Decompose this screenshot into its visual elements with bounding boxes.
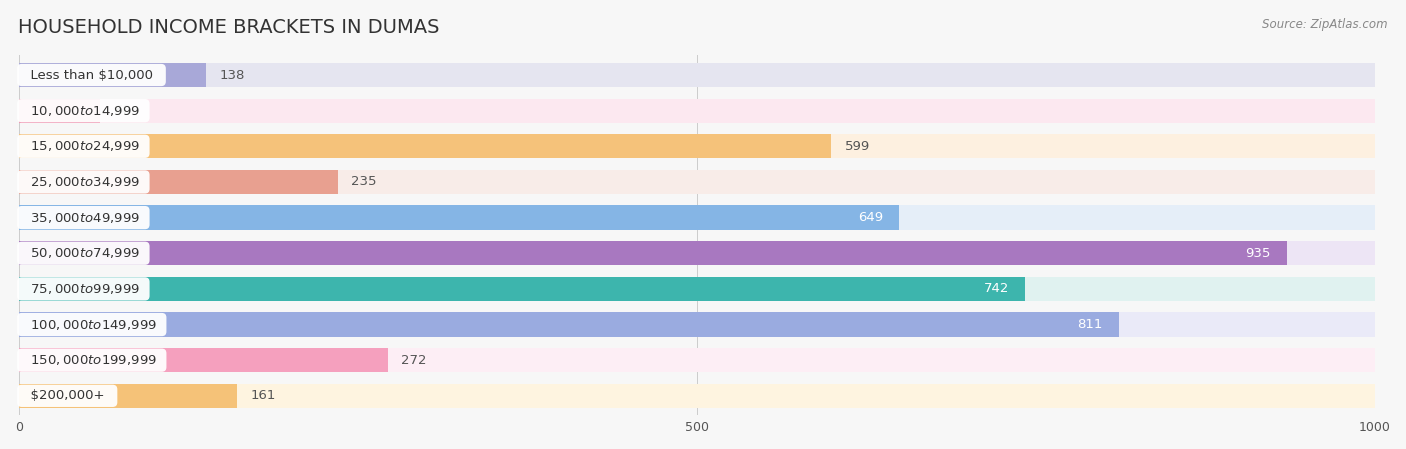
Bar [20, 98, 1375, 123]
Bar [20, 348, 1375, 372]
Bar [20, 63, 207, 87]
Text: $15,000 to $24,999: $15,000 to $24,999 [21, 139, 145, 153]
Bar [20, 63, 1375, 87]
Bar [20, 134, 831, 158]
Text: 599: 599 [845, 140, 870, 153]
Bar [20, 241, 1286, 265]
Text: $75,000 to $99,999: $75,000 to $99,999 [21, 282, 145, 296]
Bar [20, 348, 388, 372]
Bar [20, 384, 238, 408]
Text: 935: 935 [1246, 247, 1271, 260]
Text: 235: 235 [352, 176, 377, 189]
Text: 649: 649 [858, 211, 883, 224]
Text: $35,000 to $49,999: $35,000 to $49,999 [21, 211, 145, 224]
Bar [20, 170, 337, 194]
Text: $10,000 to $14,999: $10,000 to $14,999 [21, 104, 145, 118]
Text: $25,000 to $34,999: $25,000 to $34,999 [21, 175, 145, 189]
Text: Less than $10,000: Less than $10,000 [21, 69, 162, 82]
Text: $200,000+: $200,000+ [21, 389, 112, 402]
Bar [20, 277, 1025, 301]
Text: $50,000 to $74,999: $50,000 to $74,999 [21, 246, 145, 260]
Bar [20, 313, 1119, 337]
Text: 272: 272 [401, 354, 427, 367]
Bar [20, 277, 1375, 301]
Bar [20, 134, 1375, 158]
Text: 138: 138 [219, 69, 245, 82]
Text: HOUSEHOLD INCOME BRACKETS IN DUMAS: HOUSEHOLD INCOME BRACKETS IN DUMAS [18, 18, 440, 37]
Bar [20, 206, 898, 230]
Bar [20, 206, 1375, 230]
Bar [20, 384, 1375, 408]
Bar [20, 170, 1375, 194]
Text: 742: 742 [984, 282, 1010, 295]
Text: 161: 161 [250, 389, 276, 402]
Text: $100,000 to $149,999: $100,000 to $149,999 [21, 317, 162, 331]
Text: 811: 811 [1077, 318, 1102, 331]
Text: 60: 60 [114, 104, 131, 117]
Bar [20, 241, 1375, 265]
Text: Source: ZipAtlas.com: Source: ZipAtlas.com [1263, 18, 1388, 31]
Bar [20, 313, 1375, 337]
Text: $150,000 to $199,999: $150,000 to $199,999 [21, 353, 162, 367]
Bar [20, 98, 100, 123]
